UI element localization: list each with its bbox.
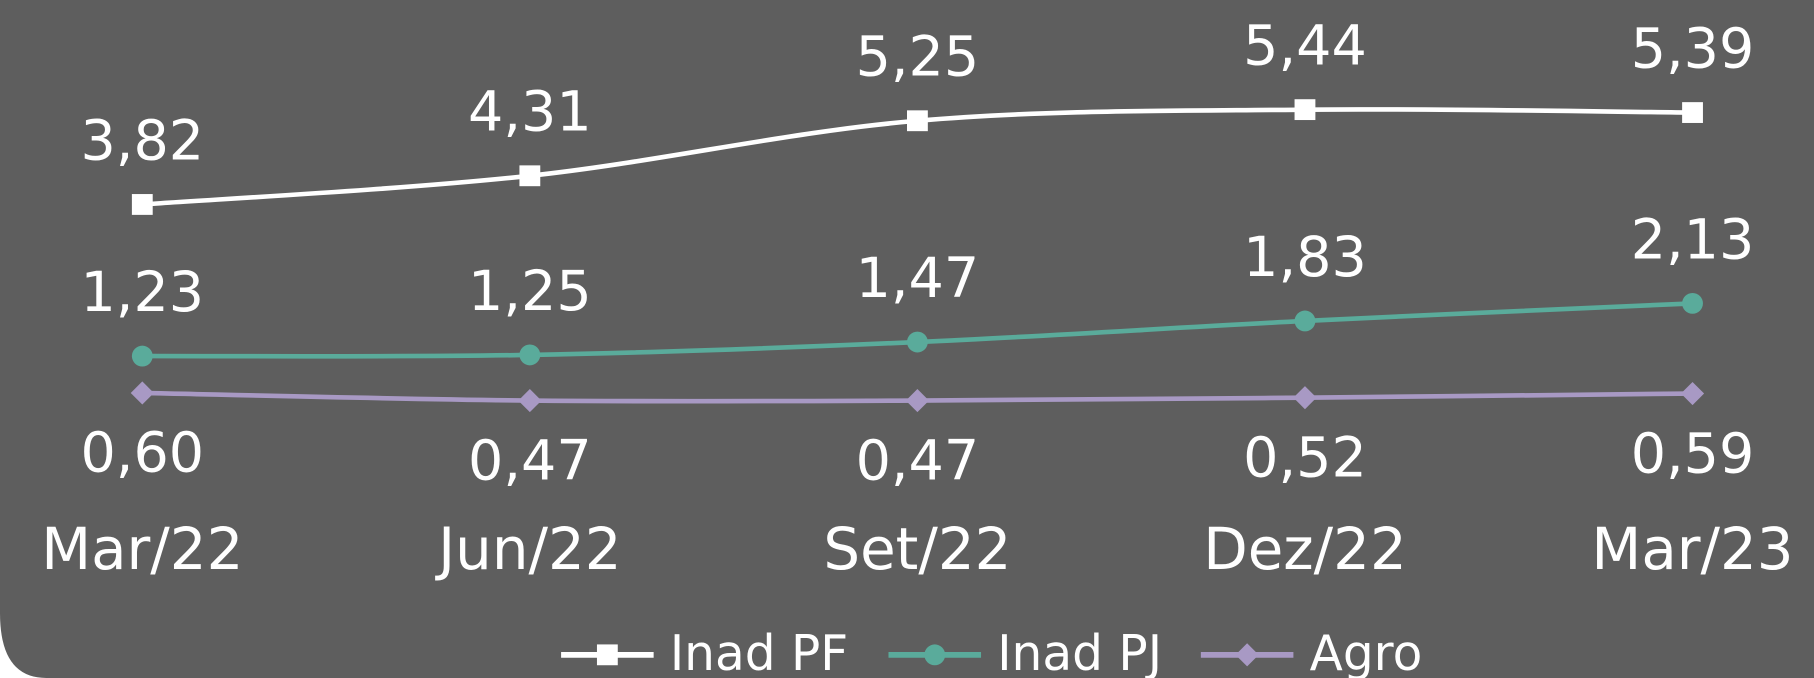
x-tick-label: Dez/22 [1203,515,1407,583]
data-label: 1,23 [80,260,204,325]
marker [1293,386,1317,410]
x-tick-label: Mar/23 [1591,515,1793,583]
data-label: 1,83 [1243,225,1367,290]
data-label: 5,44 [1243,14,1367,79]
data-label: 1,25 [468,259,592,324]
data-label: 5,25 [856,25,980,90]
marker [1682,292,1703,314]
data-label: 1,47 [856,246,980,311]
data-label: 0,52 [1243,425,1367,490]
marker [907,331,928,353]
data-label: 0,47 [856,428,980,493]
legend-label: Inad PF [670,626,848,678]
x-tick-label: Jun/22 [435,515,621,583]
marker [131,194,153,215]
legend-label: Agro [1310,626,1423,678]
data-label: 0,59 [1631,421,1755,486]
x-tick-label: Set/22 [823,515,1011,583]
marker [131,345,153,367]
legend-marker [1235,643,1259,667]
marker [907,110,928,132]
legend-label: Inad PJ [997,626,1162,678]
data-label: 4,31 [468,80,592,145]
marker [1294,99,1316,121]
data-label: 3,82 [80,108,204,173]
marker [519,344,541,366]
data-label: 2,13 [1631,207,1755,272]
legend-marker [924,644,946,666]
x-tick-label: Mar/22 [41,515,243,583]
marker [1294,310,1316,332]
marker [130,381,154,405]
marker [1682,102,1703,123]
data-label: 0,60 [80,421,204,486]
marker [519,165,541,187]
data-label: 0,47 [468,428,592,493]
legend-marker [596,644,618,666]
data-label: 5,39 [1631,17,1755,82]
